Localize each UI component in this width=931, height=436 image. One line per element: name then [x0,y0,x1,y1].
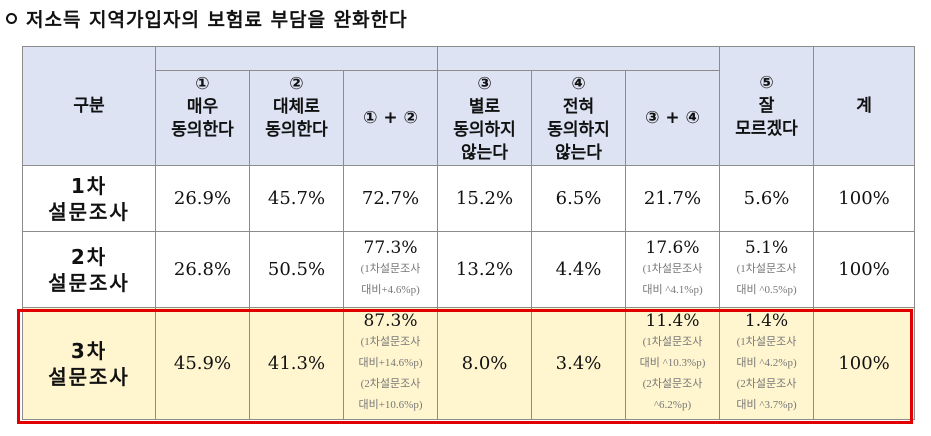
cell-c1: 26.8% [155,231,250,308]
header-c4-line1: 전혀 [562,97,595,117]
cell-c2: 41.3% [249,307,344,420]
header-row-sub: ① 매우 동의한다 ② 대체로 동의한다 ① + ② ③ 별로 동의하지 않는다… [23,70,915,166]
page-title-text: 저소득 지역가입자의 보험료 부담을 완화한다 [26,8,408,31]
cell-c5: 5.6% [719,165,815,232]
cell-c12: 72.7% [342,165,439,232]
header-group-agree [154,46,439,71]
cell-c5: 5.1% (1차설문조사 대비 ^0.5%p) [719,231,815,308]
cell-c5-note1: (1차설문조사 [736,263,797,275]
header-c5-num: ⑤ [759,72,774,93]
header-c4-line3: 않는다 [555,143,602,163]
cell-c12-note4: 대비+10.6%p) [358,399,423,411]
table-row: 2차 설문조사 26.8% 50.5% 77.3% (1차설문조사 대비+4.6… [22,231,916,308]
header-c2: ② 대체로 동의한다 [249,70,344,166]
cell-c12: 77.3% (1차설문조사 대비+4.6%p) [342,231,439,308]
header-c2-num: ② [289,74,304,94]
cell-c5-note1: (1차설문조사 [736,336,797,348]
header-c5-line2: 모르겠다 [735,118,798,139]
header-group-disagree [437,46,721,71]
cell-c1: 45.9% [155,307,250,420]
header-c2-line2: 동의한다 [265,120,328,140]
cell-total: 100% [813,307,916,420]
circle-bullet-icon [6,12,17,24]
cell-c12-value: 77.3% [363,238,418,258]
survey-results-table: 구분 ⑤ 잘 모르겠다 계 ① 매우 동의한다 ② 대체로 동의한다 [22,46,916,420]
cell-c5-value: 5.1% [744,238,789,258]
cell-c5-note2: 대비 ^0.5%p) [736,284,797,296]
row-label-line1: 3차 [70,338,108,363]
row-label-line1: 1차 [70,173,108,198]
header-category: 구분 [22,46,156,166]
header-c2-line1: 대체로 [273,97,320,117]
cell-c12-note2: 대비+4.6%p) [361,284,420,296]
cell-c12-note2: 대비+14.6%p) [358,357,423,369]
header-c4-num: ④ [571,74,586,94]
header-c1-line1: 매우 [186,97,219,117]
cell-c4: 3.4% [531,307,627,420]
table-row: 1차 설문조사 26.9% 45.7% 72.7% 15.2% 6.5% 21.… [22,165,916,232]
header-c12: ① + ② [342,70,439,166]
cell-c3: 13.2% [437,231,533,308]
header-row-top: 구분 ⑤ 잘 모르겠다 계 [22,46,916,166]
header-c3: ③ 별로 동의하지 않는다 [437,70,533,166]
cell-c2: 45.7% [249,165,344,232]
cell-c3: 8.0% [437,307,533,420]
cell-c34-note4: ^6.2%p) [653,399,692,411]
header-c3-line1: 별로 [468,97,501,117]
cell-c1: 26.9% [155,165,250,232]
header-c4: ④ 전혀 동의하지 않는다 [531,70,627,166]
cell-c5-note4: 대비 ^3.7%p) [736,399,797,411]
cell-c34-value: 11.4% [645,311,700,331]
header-c3-line3: 않는다 [461,143,508,163]
cell-c2: 50.5% [249,231,344,308]
header-total: 계 [813,46,916,166]
header-c4-line2: 동의하지 [547,120,610,140]
header-c1-num: ① [195,74,210,94]
cell-c12-note1: (1차설문조사 [360,263,421,275]
cell-c12: 87.3% (1차설문조사 대비+14.6%p) (2차설문조사 대비+10.6… [342,307,439,420]
cell-c34: 11.4% (1차설문조사 대비 ^10.3%p) (2차설문조사 ^6.2%p… [625,307,721,420]
cell-c12-note3: (2차설문조사 [360,378,421,390]
table-row-highlighted: 3차 설문조사 45.9% 41.3% 87.3% (1차설문조사 대비+14.… [22,307,916,420]
cell-c5-value: 1.4% [744,311,789,331]
cell-c5: 1.4% (1차설문조사 대비 ^4.2%p) (2차설문조사 대비 ^3.7%… [719,307,815,420]
cell-c34-note1: (1차설문조사 [642,263,703,275]
row-label-line2: 설문조사 [48,364,130,389]
cell-c34-value: 17.6% [645,238,700,258]
row-label: 1차 설문조사 [22,165,156,232]
cell-c34: 17.6% (1차설문조사 대비 ^4.1%p) [625,231,721,308]
header-c1-line2: 동의한다 [171,120,234,140]
header-c3-line2: 동의하지 [453,120,516,140]
cell-c12-value: 87.3% [363,311,418,331]
header-c1: ① 매우 동의한다 [155,70,250,166]
cell-c3: 15.2% [437,165,533,232]
cell-c5-note2: 대비 ^4.2%p) [736,357,797,369]
header-c34: ③ + ④ [625,70,721,166]
row-label-line1: 2차 [70,244,108,269]
cell-c34-note2: 대비 ^10.3%p) [639,357,706,369]
header-c3-num: ③ [477,74,492,94]
cell-total: 100% [813,165,916,232]
header-c5-line1: 잘 [758,95,775,116]
cell-c4: 4.4% [531,231,627,308]
cell-c12-note1: (1차설문조사 [360,336,421,348]
cell-c5-note3: (2차설문조사 [736,378,797,390]
cell-c34-note1: (1차설문조사 [642,336,703,348]
cell-total: 100% [813,231,916,308]
row-label: 2차 설문조사 [22,231,156,308]
cell-c34-note3: (2차설문조사 [642,378,703,390]
row-label-line2: 설문조사 [48,270,130,295]
cell-c34-note2: 대비 ^4.1%p) [642,284,703,296]
row-label: 3차 설문조사 [22,307,156,420]
page-title: 저소득 지역가입자의 보험료 부담을 완화한다 [6,4,408,32]
cell-c4: 6.5% [531,165,627,232]
row-label-line2: 설문조사 [48,199,130,224]
header-c5: ⑤ 잘 모르겠다 [719,46,815,166]
cell-c34: 21.7% [625,165,721,232]
